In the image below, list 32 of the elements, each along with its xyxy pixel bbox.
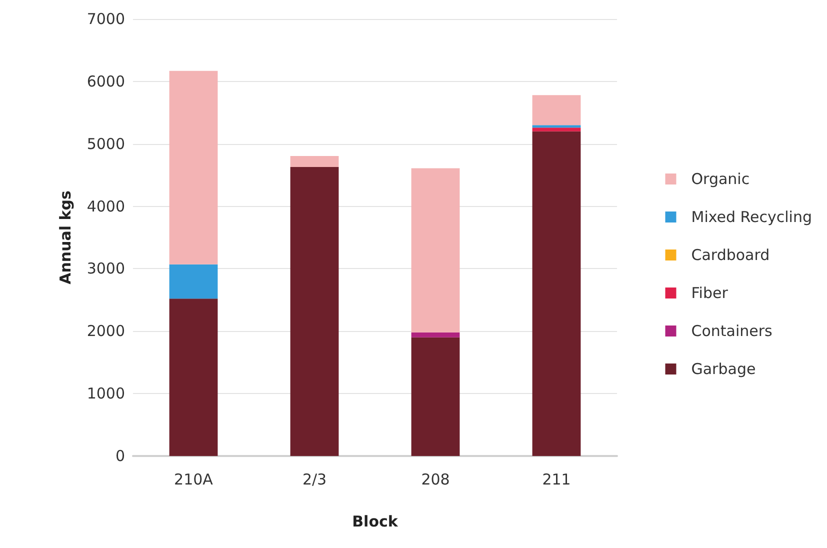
- bar: [411, 337, 460, 456]
- x-tick-label: 208: [421, 470, 450, 488]
- y-tick-label: 5000: [86, 134, 125, 153]
- bar: [532, 95, 581, 126]
- legend-label: Mixed Recycling: [691, 208, 812, 226]
- y-tick-label: 3000: [86, 260, 125, 278]
- y-axis-title: Annual kgs: [56, 190, 74, 284]
- y-tick-label: 1000: [86, 384, 125, 403]
- legend-label: Containers: [691, 322, 773, 340]
- bar: [169, 298, 218, 456]
- bar: [532, 128, 581, 132]
- bar: [532, 125, 581, 128]
- legend-label: Cardboard: [691, 246, 770, 264]
- bar: [411, 168, 460, 332]
- bar: [290, 166, 339, 456]
- y-tick-label: 0: [115, 447, 125, 465]
- x-tick-label: 2/3: [302, 470, 327, 488]
- legend-label: Garbage: [691, 360, 756, 378]
- y-tick-label: 6000: [86, 72, 125, 90]
- y-tick-label: 4000: [86, 197, 125, 216]
- x-axis-title: Block: [352, 512, 399, 530]
- bar: [411, 332, 460, 338]
- bar: [532, 131, 581, 456]
- x-tick-label: 210A: [174, 470, 214, 488]
- x-tick-label: 211: [542, 470, 571, 488]
- legend-label: Organic: [691, 170, 750, 188]
- bar: [290, 156, 339, 167]
- y-tick-label: 2000: [86, 322, 125, 340]
- legend-label: Fiber: [691, 284, 729, 302]
- bar: [169, 264, 218, 299]
- y-tick-label: 7000: [86, 10, 125, 28]
- bar: [169, 70, 218, 264]
